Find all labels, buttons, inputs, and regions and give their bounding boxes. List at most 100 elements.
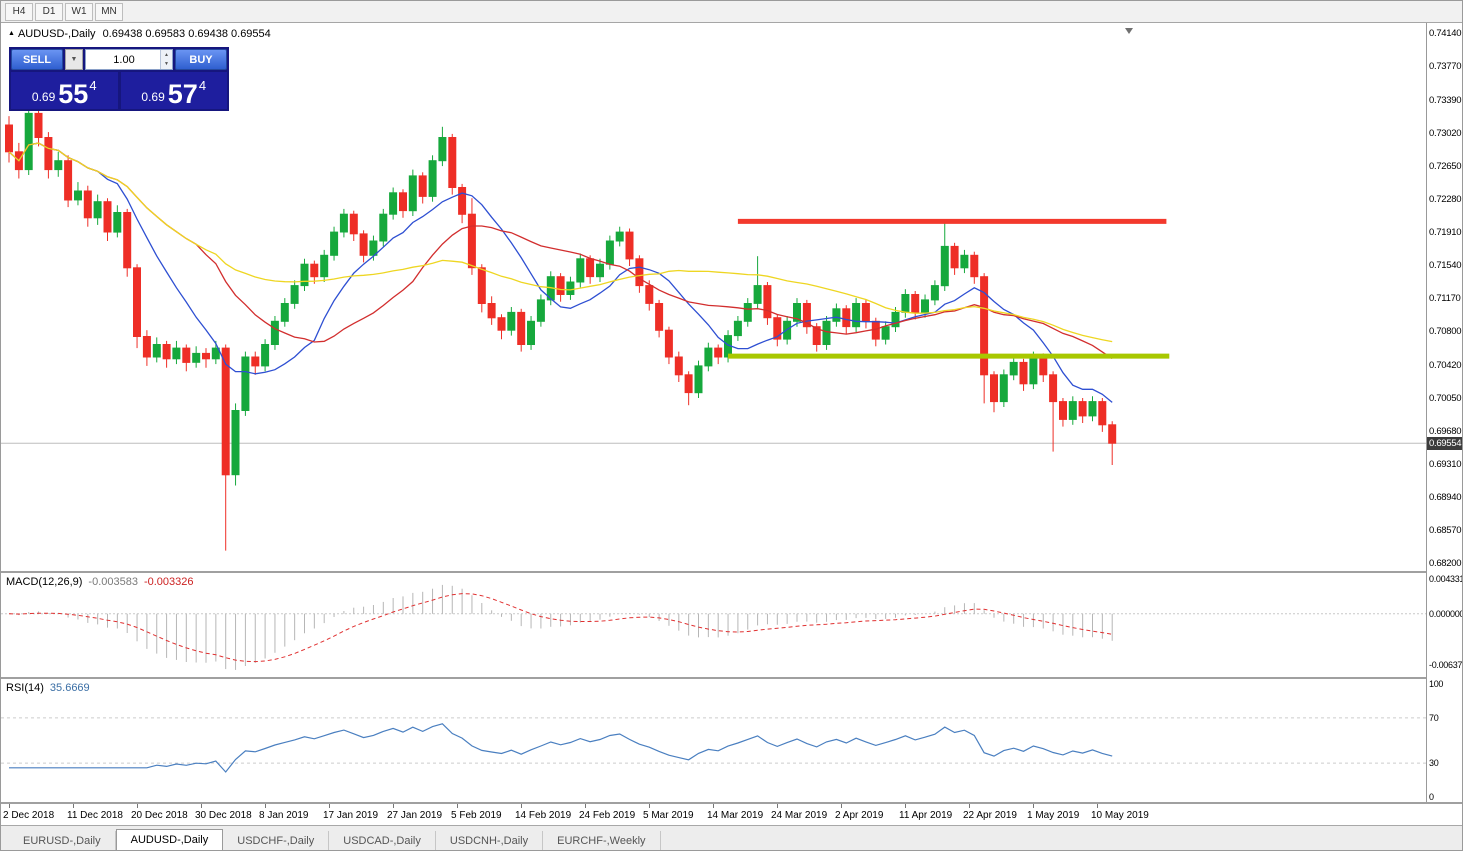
- macd-title: MACD(12,26,9): [6, 576, 83, 588]
- macd-panel[interactable]: MACD(12,26,9) -0.003583 -0.003326: [1, 573, 1426, 677]
- date-tick: [841, 804, 842, 808]
- macd-axis-label: -0.006373: [1429, 660, 1463, 670]
- price-axis-label: 0.70420: [1429, 359, 1462, 371]
- date-tick: [393, 804, 394, 808]
- macd-axis-label: 0.000000: [1429, 608, 1463, 619]
- date-axis-label: 24 Mar 2019: [771, 810, 828, 821]
- buy-price-button[interactable]: 0.69 57 4: [120, 72, 227, 109]
- chart-tab-usdcnh[interactable]: USDCNH-,Daily: [436, 831, 544, 850]
- main-chart-panel[interactable]: ▲ AUDUSD-,Daily 0.69438 0.69583 0.69438 0.…: [1, 23, 1426, 571]
- date-tick: [1033, 804, 1034, 808]
- date-tick: [1097, 804, 1098, 808]
- date-tick: [73, 804, 74, 808]
- sell-price-big: 55: [58, 79, 89, 110]
- sell-price-pip: 4: [89, 78, 97, 93]
- date-tick: [137, 804, 138, 808]
- chart-tab-bar: EURUSD-,Daily AUDUSD-,Daily USDCHF-,Daily U…: [1, 825, 1462, 850]
- date-axis[interactable]: 2 Dec 2018 11 Dec 2018 20 Dec 2018 30 Dec 2…: [1, 804, 1462, 825]
- price-axis-label: 0.69680: [1429, 425, 1462, 437]
- panel-splitter[interactable]: [1, 571, 1462, 573]
- timeframe-h4-button[interactable]: H4: [5, 2, 33, 21]
- volume-down-icon[interactable]: ▼: [161, 59, 172, 69]
- candlestick-chart[interactable]: [1, 23, 1426, 571]
- symbol-label: AUDUSD-,Daily: [17, 28, 96, 40]
- macd-chart[interactable]: [1, 573, 1426, 677]
- volume-field-wrap: ▲ ▼: [85, 49, 173, 70]
- volume-spinners: ▲ ▼: [160, 50, 172, 69]
- price-axis-label: 0.71170: [1429, 293, 1461, 304]
- date-axis-label: 14 Feb 2019: [515, 810, 572, 821]
- date-axis-label: 5 Feb 2019: [451, 810, 502, 821]
- price-axis-label: 0.74140: [1429, 28, 1462, 39]
- buy-button[interactable]: BUY: [175, 49, 227, 70]
- volume-up-icon[interactable]: ▲: [161, 50, 172, 60]
- price-axis[interactable]: 0.74140 0.73770 0.73390 0.73020 0.72650 0.722…: [1426, 23, 1463, 803]
- timeframe-mn-button[interactable]: MN: [95, 2, 123, 21]
- rsi-axis-label: 100: [1429, 679, 1444, 689]
- volume-input[interactable]: [86, 50, 172, 69]
- panel-splitter[interactable]: [1, 677, 1462, 679]
- date-axis-label: 14 Mar 2019: [707, 810, 764, 821]
- price-axis-label: 0.68200: [1429, 558, 1462, 569]
- price-axis-label: 0.73020: [1429, 127, 1462, 139]
- price-axis-label: 0.70800: [1429, 326, 1462, 337]
- date-axis-label: 5 Mar 2019: [643, 810, 694, 821]
- chart-shift-marker-icon: [1125, 28, 1133, 34]
- chart-tab-usdchf[interactable]: USDCHF-,Daily: [223, 831, 330, 850]
- macd-axis-label: 0.004331: [1429, 574, 1463, 584]
- price-axis-label: 0.73390: [1429, 94, 1462, 106]
- price-axis-label: 0.68940: [1429, 491, 1462, 503]
- macd-header: MACD(12,26,9) -0.003583 -0.003326: [6, 576, 194, 588]
- date-axis-label: 8 Jan 2019: [259, 810, 309, 821]
- date-axis-label: 27 Jan 2019: [387, 810, 443, 821]
- date-tick: [969, 804, 970, 808]
- price-axis-label: 0.68570: [1429, 524, 1462, 536]
- date-axis-label: 20 Dec 2018: [131, 810, 188, 821]
- buy-price-pip: 4: [198, 78, 207, 93]
- timeframe-toolbar: H4 D1 W1 MN: [1, 1, 1462, 23]
- sell-price-button[interactable]: 0.69 55 4: [11, 72, 118, 109]
- rsi-axis-label: 70: [1429, 712, 1439, 723]
- date-tick: [201, 804, 202, 808]
- collapse-triangle-icon[interactable]: ▲: [8, 30, 15, 37]
- date-tick: [905, 804, 906, 808]
- rsi-axis-label: 0: [1429, 792, 1434, 802]
- chart-tab-audusd[interactable]: AUDUSD-,Daily: [115, 829, 224, 850]
- date-axis-label: 24 Feb 2019: [579, 810, 636, 821]
- timeframe-buttons: H4 D1 W1 MN: [5, 2, 125, 21]
- date-axis-label: 10 May 2019: [1091, 810, 1149, 821]
- chart-tab-eurchf[interactable]: EURCHF-,Weekly: [543, 831, 661, 850]
- volume-dropdown-button[interactable]: ▼: [65, 49, 83, 70]
- date-tick: [265, 804, 266, 808]
- sell-button[interactable]: SELL: [11, 49, 63, 70]
- rsi-axis-label: 30: [1429, 758, 1439, 769]
- rsi-title: RSI(14): [6, 682, 44, 694]
- price-axis-label: 0.72280: [1429, 193, 1462, 205]
- date-tick: [649, 804, 650, 808]
- price-axis-label: 0.70050: [1429, 392, 1462, 404]
- ohlc-values: 0.69438 0.69583 0.69438 0.69554: [102, 28, 271, 40]
- date-tick: [9, 804, 10, 808]
- rsi-chart[interactable]: [1, 679, 1426, 802]
- date-tick: [521, 804, 522, 808]
- rsi-panel[interactable]: RSI(14) 35.6669: [1, 679, 1426, 802]
- date-axis-label: 11 Apr 2019: [899, 810, 953, 821]
- price-axis-label: 0.71910: [1429, 226, 1462, 238]
- chart-tab-usdcad[interactable]: USDCAD-,Daily: [329, 831, 436, 850]
- timeframe-d1-button[interactable]: D1: [35, 2, 63, 21]
- chart-symbol-header: ▲ AUDUSD-,Daily 0.69438 0.69583 0.69438 0.…: [8, 28, 271, 40]
- date-tick: [457, 804, 458, 808]
- price-axis-label: 0.72650: [1429, 160, 1462, 172]
- chart-tab-eurusd[interactable]: EURUSD-,Daily: [9, 831, 116, 850]
- price-axis-label: 0.71540: [1429, 259, 1462, 271]
- date-axis-label: 30 Dec 2018: [195, 810, 252, 821]
- panel-splitter[interactable]: [1, 802, 1462, 804]
- date-axis-label: 11 Dec 2018: [67, 810, 123, 821]
- macd-main-value: -0.003583: [88, 576, 138, 588]
- current-price-badge: 0.69554: [1427, 436, 1462, 450]
- price-axis-label: 0.73770: [1429, 61, 1462, 72]
- date-axis-label: 2 Dec 2018: [3, 810, 55, 821]
- timeframe-w1-button[interactable]: W1: [65, 2, 93, 21]
